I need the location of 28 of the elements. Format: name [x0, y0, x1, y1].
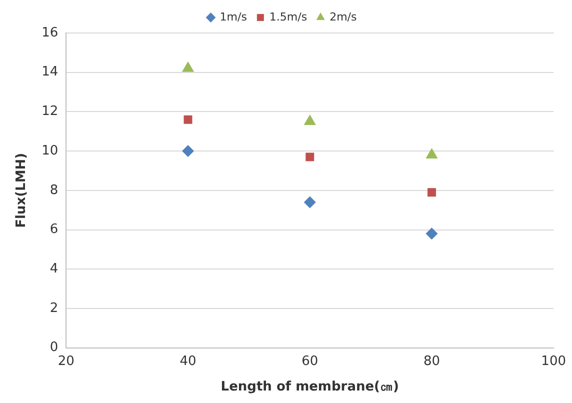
point — [426, 228, 438, 240]
point — [184, 115, 192, 124]
y-tick-label: 0 — [50, 340, 58, 356]
x-tick-label: 40 — [180, 354, 196, 369]
legend-label: 1m/s — [220, 10, 248, 24]
y-tick-label: 2 — [50, 300, 58, 316]
point — [182, 145, 194, 158]
y-tick-label: 12 — [42, 104, 58, 120]
legend-label: 1.5m/s — [269, 10, 308, 24]
point — [306, 152, 314, 162]
point — [182, 61, 194, 72]
point — [427, 188, 436, 197]
point — [426, 148, 438, 158]
legend-label: 2m/s — [330, 10, 357, 24]
x-tick-label: 60 — [302, 354, 318, 369]
y-tick-label: 16 — [42, 25, 58, 40]
y-tick-label: 6 — [50, 222, 58, 238]
y-tick-label: 14 — [42, 64, 58, 80]
y-tick-label: 8 — [50, 182, 58, 198]
y-tick-label: 4 — [50, 261, 58, 276]
y-tick-label: 10 — [42, 143, 58, 158]
y-axis-title: Flux(LMH) — [14, 152, 30, 228]
x-tick-label: 100 — [541, 354, 566, 369]
x-tick-label: 80 — [423, 354, 440, 369]
x-tick-label: 20 — [58, 354, 74, 369]
point — [304, 196, 316, 208]
x-axis-title: Length of membrane(㎝) — [220, 380, 399, 395]
point — [304, 114, 316, 126]
